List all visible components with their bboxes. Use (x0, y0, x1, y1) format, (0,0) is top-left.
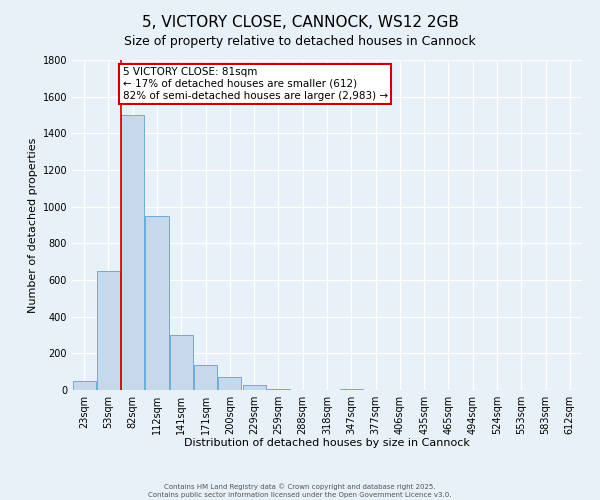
Bar (340, 389, 363, 390)
Text: 5, VICTORY CLOSE, CANNOCK, WS12 2GB: 5, VICTORY CLOSE, CANNOCK, WS12 2GB (142, 15, 458, 30)
Y-axis label: Number of detached properties: Number of detached properties (28, 138, 38, 312)
Bar (194, 365, 217, 390)
Text: Size of property relative to detached houses in Cannock: Size of property relative to detached ho… (124, 35, 476, 48)
Bar (97, 271, 120, 390)
Bar (73, 381, 95, 390)
Bar (170, 335, 193, 390)
X-axis label: Distribution of detached houses by size in Cannock: Distribution of detached houses by size … (184, 438, 470, 448)
Text: 5 VICTORY CLOSE: 81sqm
← 17% of detached houses are smaller (612)
82% of semi-de: 5 VICTORY CLOSE: 81sqm ← 17% of detached… (122, 68, 388, 100)
Bar (267, 389, 290, 390)
Bar (121, 115, 144, 390)
Text: Contains HM Land Registry data © Crown copyright and database right 2025.
Contai: Contains HM Land Registry data © Crown c… (148, 483, 452, 498)
Bar (242, 386, 266, 390)
Bar (145, 216, 169, 390)
Bar (218, 377, 241, 390)
